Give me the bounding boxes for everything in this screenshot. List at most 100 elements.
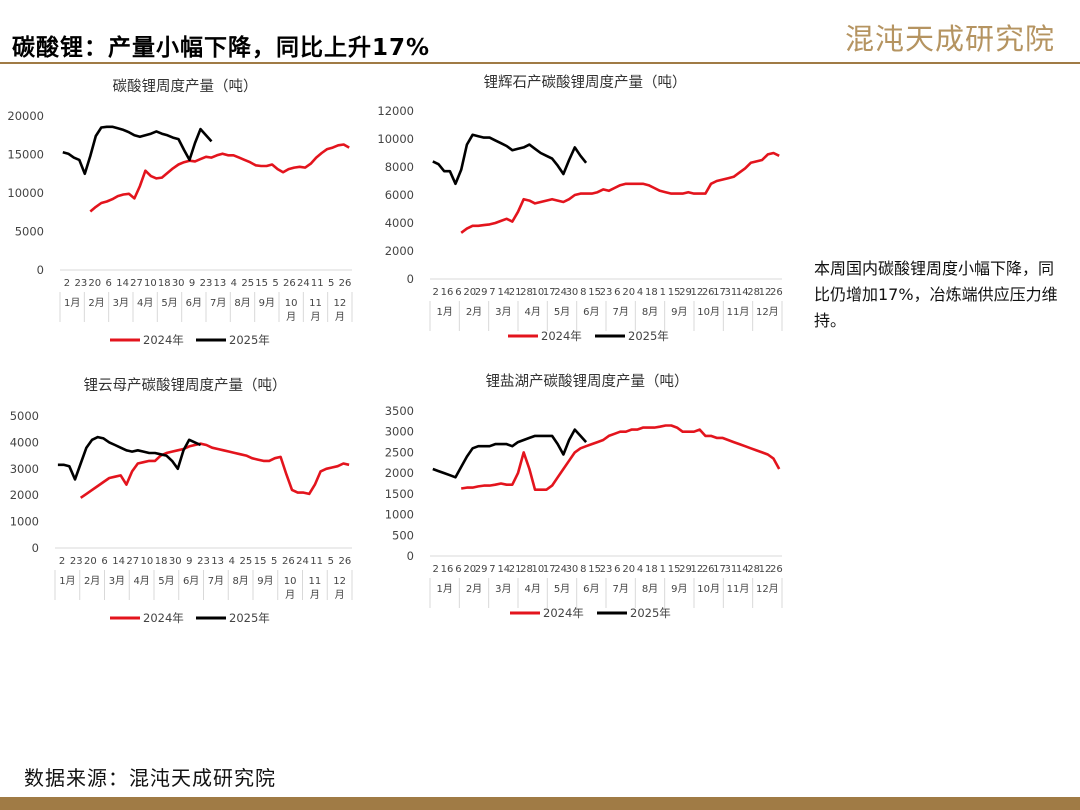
y-tick-label: 0: [407, 549, 414, 563]
x-tick-label: 10: [141, 556, 154, 567]
x-tick-label: 15: [588, 287, 601, 298]
x-tick-label: 28: [520, 287, 533, 298]
x-tick-label: 20: [463, 564, 476, 575]
x-tick-label: 26: [339, 278, 352, 289]
x-tick-label: 25: [241, 278, 254, 289]
x-tick-label: 29: [679, 564, 692, 575]
y-tick-label: 2000: [10, 488, 39, 502]
chart-svg: 锂盐湖产碳酸锂周度产量（吨） 0 500 1000 1500 2000 2500 3000 35…: [385, 373, 783, 620]
x-tick-label: 30: [566, 564, 579, 575]
chart-title: 碳酸锂周度产量（吨）: [113, 78, 258, 95]
x-tick-label: 29: [679, 287, 692, 298]
x-tick-label: 12: [690, 564, 703, 575]
series-line-2025: [432, 428, 588, 479]
x-tick-label: 14: [116, 278, 129, 289]
chart-title: 锂云母产碳酸锂周度产量（吨）: [84, 377, 287, 394]
x-tick-label: 6: [105, 278, 111, 289]
x-tick-label: 10: [532, 287, 545, 298]
x-month-label: 10: [284, 576, 297, 587]
series-line-2025: [432, 133, 588, 186]
y-tick-label: 3000: [10, 462, 39, 476]
x-tick-label: 7: [489, 564, 495, 575]
x-month-label: 5月: [161, 297, 177, 309]
x-month-label: 12月: [756, 583, 779, 595]
x-tick-label: 4: [637, 564, 643, 575]
x-tick-label: 17: [713, 287, 726, 298]
x-tick-label: 26: [770, 287, 783, 298]
y-tick-label: 2000: [385, 466, 414, 480]
legend-label: 2025年: [229, 611, 270, 625]
chart-panel-lithium-carbonate-total: 碳酸锂周度产量（吨） 0 5000 10000 15000 20000 2 23 20 6 14 27…: [0, 70, 380, 370]
x-tick-label: 5: [271, 556, 277, 567]
x-month-label: 8月: [642, 583, 658, 595]
x-tick-label: 27: [130, 278, 143, 289]
x-tick-label: 5: [272, 278, 278, 289]
x-tick-label: 8: [580, 564, 586, 575]
x-month-label: 11: [309, 298, 322, 309]
x-tick-label: 24: [297, 278, 310, 289]
y-tick-label: 15000: [7, 148, 44, 162]
x-tick-label: 23: [600, 564, 613, 575]
x-tick-label: 15: [668, 287, 681, 298]
x-tick-label: 6: [614, 287, 620, 298]
x-tick-label: 31: [725, 287, 738, 298]
x-tick-label: 30: [169, 556, 182, 567]
y-tick-label: 5000: [15, 225, 44, 239]
x-month-label: 9月: [257, 575, 273, 587]
x-tick-label: 14: [497, 287, 510, 298]
series-line-2024: [460, 151, 780, 234]
legend-label: 2025年: [628, 329, 669, 343]
x-month-label: 3月: [109, 575, 125, 587]
x-tick-label: 20: [463, 287, 476, 298]
x-month-label: 月: [311, 311, 321, 323]
y-tick-label: 10000: [7, 186, 44, 200]
x-tick-label: 16: [441, 287, 454, 298]
x-tick-label: 23: [74, 278, 87, 289]
y-tick-label: 3000: [385, 425, 414, 439]
y-tick-label: 4000: [10, 435, 39, 449]
legend-label: 2024年: [543, 606, 584, 620]
x-tick-label: 14: [736, 564, 749, 575]
y-tick-label: 1000: [385, 508, 414, 522]
x-tick-label: 26: [770, 564, 783, 575]
x-month-label: 7月: [210, 297, 226, 309]
x-month-label: 9月: [671, 583, 687, 595]
x-tick-label: 11: [310, 556, 323, 567]
x-month-label: 4月: [137, 297, 153, 309]
x-tick-label: 23: [70, 556, 83, 567]
chart-panel-lepidolite: 锂云母产碳酸锂周度产量（吨） 0 1000 2000 3000 4000 5000 2 23 20…: [0, 370, 380, 670]
x-tick-label: 14: [736, 287, 749, 298]
x-tick-label: 10: [144, 278, 157, 289]
x-tick-label: 18: [158, 278, 171, 289]
x-month-label: 3月: [495, 583, 511, 595]
brand-logo-text: 混沌天成研究院: [845, 22, 1056, 56]
x-tick-label: 24: [554, 287, 567, 298]
chart-panel-salt-lake: 锂盐湖产碳酸锂周度产量（吨） 0 500 1000 1500 2000 2500 3000 35…: [370, 365, 790, 665]
x-month-label: 4月: [524, 306, 540, 318]
legend-label: 2025年: [630, 606, 671, 620]
x-month-label: 1月: [436, 583, 452, 595]
x-tick-label: 25: [240, 556, 253, 567]
x-tick-label: 26: [283, 278, 296, 289]
x-tick-label: 30: [172, 278, 185, 289]
chart-svg: 锂辉石产碳酸锂周度产量（吨） 0 2000 4000 6000 8000 10000 1200…: [377, 74, 783, 343]
x-month-label: 5月: [158, 575, 174, 587]
x-month-label: 9月: [671, 306, 687, 318]
x-month-label: 7月: [208, 575, 224, 587]
x-tick-label: 17: [713, 564, 726, 575]
x-month-label: 月: [310, 589, 320, 601]
x-month-label: 2月: [466, 583, 482, 595]
legend-label: 2024年: [143, 333, 184, 347]
y-tick-label: 1000: [10, 515, 39, 529]
y-tick-label: 1500: [385, 487, 414, 501]
chart-panel-spodumene: 锂辉石产碳酸锂周度产量（吨） 0 2000 4000 6000 8000 10000 1200…: [370, 65, 790, 365]
x-month-label: 4月: [524, 583, 540, 595]
x-tick-label: 4: [231, 278, 237, 289]
x-tick-label: 26: [282, 556, 295, 567]
x-tick-label: 24: [554, 564, 567, 575]
x-tick-label: 12: [759, 287, 772, 298]
y-tick-label: 8000: [385, 160, 414, 174]
commentary-text: 本周国内碳酸锂周度小幅下降，同比仍增加17%，冶炼端供应压力维持。: [814, 259, 1058, 330]
x-month-label: 9月: [259, 297, 275, 309]
